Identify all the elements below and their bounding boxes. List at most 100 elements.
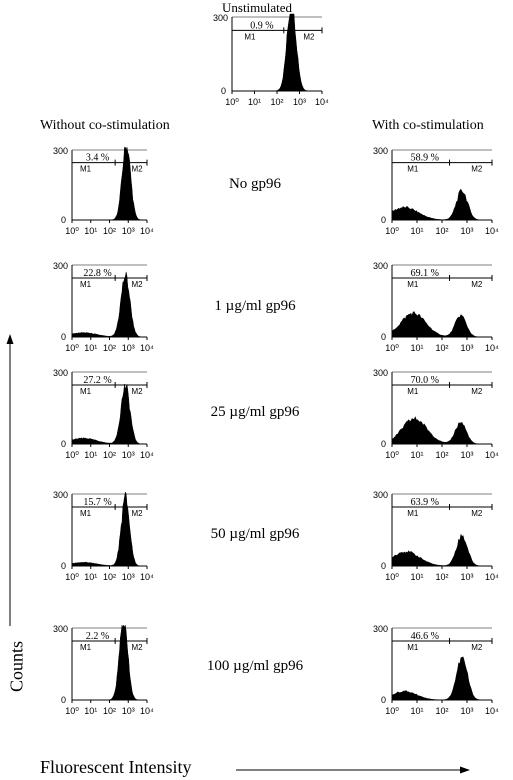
x-tick-label-3: 10³: [460, 572, 473, 582]
x-tick-label-1: 10¹: [84, 226, 97, 236]
x-tick-label-0: 10⁰: [385, 572, 399, 582]
gate-label-m2: M2: [471, 509, 483, 518]
x-tick-label-4: 10⁴: [140, 450, 154, 460]
m1-percent-label: 63.9 %: [411, 497, 439, 508]
histogram-area: [71, 491, 147, 567]
x-tick-label-1: 10¹: [410, 226, 423, 236]
m1-percent-label: 70.0 %: [411, 375, 439, 386]
top-panel-title: Unstimulated: [222, 0, 293, 15]
y-tick-label-0: 0: [61, 332, 66, 342]
y-tick-label-300: 300: [373, 624, 388, 634]
gate-label-m1: M1: [80, 387, 92, 396]
histogram-area: [72, 146, 147, 221]
histogram-area: [71, 383, 147, 445]
condition-label-4: 100 µg/ml gp96: [206, 658, 304, 674]
y-tick-label-300: 300: [53, 368, 68, 378]
counts-arrow-head: [6, 334, 14, 344]
m1-percent-label: 22.8 %: [83, 268, 111, 279]
x-tick-label-4: 10⁴: [140, 226, 154, 236]
x-tick-label-0: 10⁰: [385, 343, 399, 353]
gate-label-m1: M1: [244, 32, 256, 41]
x-tick-label-3: 10³: [460, 706, 473, 716]
histogram-panel-10: 46.6 %M1 M2 0 300 10⁰ 10¹ 10² 10³ 10⁴: [373, 624, 499, 716]
histogram-area: [391, 656, 492, 701]
x-tick-label-1: 10¹: [410, 450, 423, 460]
histogram-area: [71, 271, 147, 338]
x-tick-label-3: 10³: [460, 343, 473, 353]
y-tick-label-0: 0: [61, 695, 66, 705]
y-tick-label-0: 0: [381, 561, 386, 571]
x-tick-label-1: 10¹: [84, 450, 97, 460]
m1-percent-label: 27.2 %: [83, 375, 111, 386]
m1-percent-label: 2.2 %: [86, 631, 109, 642]
y-tick-label-300: 300: [373, 261, 388, 271]
m1-percent-label: 3.4 %: [86, 153, 109, 164]
y-tick-label-0: 0: [381, 215, 386, 225]
m1-percent-label: 0.9 %: [250, 20, 273, 31]
x-tick-label-3: 10³: [293, 97, 306, 107]
m1-percent-label: 15.7 %: [83, 497, 111, 508]
x-tick-label-0: 10⁰: [385, 450, 399, 460]
x-tick-label-1: 10¹: [248, 97, 261, 107]
x-tick-label-4: 10⁴: [485, 450, 499, 460]
gate-label-m2: M2: [132, 643, 144, 652]
y-tick-label-0: 0: [61, 215, 66, 225]
histogram-area: [391, 533, 492, 567]
histogram-panel-9: 2.2 %M1 M2 0 300 10⁰ 10¹ 10² 10³ 10⁴: [53, 624, 154, 716]
x-tick-label-3: 10³: [460, 450, 473, 460]
x-tick-label-2: 10²: [435, 572, 448, 582]
x-tick-label-2: 10²: [103, 572, 116, 582]
y-tick-label-300: 300: [373, 146, 388, 156]
gate-label-m1: M1: [407, 643, 419, 652]
gate-label-m2: M2: [471, 643, 483, 652]
x-tick-label-1: 10¹: [84, 343, 97, 353]
gate-label-m2: M2: [132, 280, 144, 289]
gate-label-m2: M2: [471, 165, 483, 174]
y-tick-label-0: 0: [221, 86, 226, 96]
y-tick-label-0: 0: [381, 439, 386, 449]
gate-label-m1: M1: [80, 509, 92, 518]
histogram-area: [391, 188, 492, 221]
y-tick-label-300: 300: [53, 261, 68, 271]
y-tick-label-300: 300: [53, 490, 68, 500]
x-tick-label-3: 10³: [122, 450, 135, 460]
gate-label-m1: M1: [407, 387, 419, 396]
histogram-panel-1: 3.4 %M1 M2 0 300 10⁰ 10¹ 10² 10³ 10⁴: [53, 146, 154, 236]
x-tick-label-1: 10¹: [410, 343, 423, 353]
gate-label-m1: M1: [407, 165, 419, 174]
y-tick-label-0: 0: [381, 695, 386, 705]
x-tick-label-0: 10⁰: [65, 572, 79, 582]
y-tick-label-300: 300: [373, 368, 388, 378]
right-column-title: With co-stimulation: [372, 118, 484, 133]
intensity-arrow-head: [460, 766, 470, 774]
histogram-area: [391, 416, 492, 445]
x-tick-label-0: 10⁰: [65, 706, 79, 716]
histogram-panel-0: 0.9 %M1 M2 0 300 10⁰ 10¹ 10² 10³ 10⁴: [213, 13, 329, 107]
y-tick-label-300: 300: [373, 490, 388, 500]
histogram-panel-8: 63.9 %M1 M2 0 300 10⁰ 10¹ 10² 10³ 10⁴: [373, 490, 499, 582]
condition-label-1: 1 µg/ml gp96: [214, 298, 296, 314]
x-tick-label-3: 10³: [122, 226, 135, 236]
x-tick-label-0: 10⁰: [65, 343, 79, 353]
m1-percent-label: 69.1 %: [411, 268, 439, 279]
x-tick-label-4: 10⁴: [140, 343, 154, 353]
x-tick-label-2: 10²: [103, 450, 116, 460]
x-tick-label-4: 10⁴: [485, 572, 499, 582]
gate-label-m1: M1: [407, 509, 419, 518]
x-tick-label-4: 10⁴: [485, 226, 499, 236]
gate-label-m2: M2: [471, 387, 483, 396]
x-tick-label-3: 10³: [122, 343, 135, 353]
x-tick-label-2: 10²: [103, 706, 116, 716]
histogram-area: [391, 311, 492, 338]
histogram-panel-2: 58.9 %M1 M2 0 300 10⁰ 10¹ 10² 10³ 10⁴: [373, 146, 499, 236]
x-tick-label-3: 10³: [122, 572, 135, 582]
histogram-area: [232, 13, 322, 92]
x-tick-label-0: 10⁰: [65, 226, 79, 236]
gate-label-m1: M1: [80, 280, 92, 289]
x-tick-label-2: 10²: [270, 97, 283, 107]
condition-label-3: 50 µg/ml gp96: [210, 526, 300, 542]
x-tick-label-4: 10⁴: [485, 343, 499, 353]
histogram-panel-7: 15.7 %M1 M2 0 300 10⁰ 10¹ 10² 10³ 10⁴: [53, 490, 154, 582]
x-tick-label-1: 10¹: [84, 706, 97, 716]
